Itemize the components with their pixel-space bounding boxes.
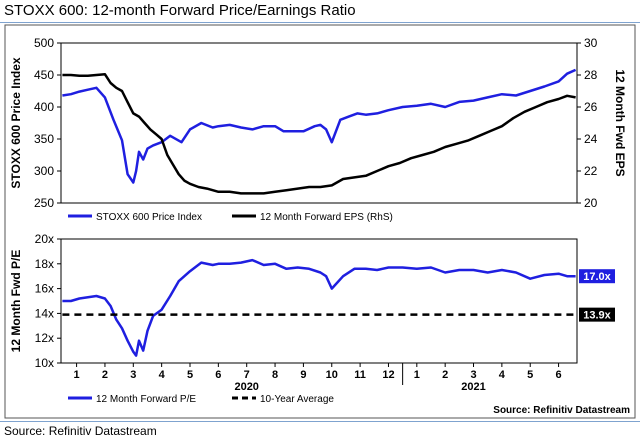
x-tick-label: 2 xyxy=(442,369,448,381)
page-title: STOXX 600: 12-month Forward Price/Earnin… xyxy=(4,2,356,19)
pe-tick-label: 20x xyxy=(35,232,54,246)
pe-axis-label: 12 Month Fwd P/E xyxy=(9,250,23,353)
left-tick-label: 400 xyxy=(34,100,54,114)
footer-source: Source: Refinitiv Datastream xyxy=(4,424,157,438)
top-series-group xyxy=(62,68,577,195)
end-label-text: 13.9x xyxy=(583,310,611,322)
chart-frame xyxy=(4,24,636,419)
bottom-legend: 12 Month Forward P/E 10-Year Average xyxy=(68,394,334,405)
year-label: 2020 xyxy=(234,381,258,393)
end-label-text: 17.0x xyxy=(583,271,611,283)
right-tick-label: 24 xyxy=(584,132,598,146)
bottom-series-group xyxy=(62,258,576,357)
pe-tick-label: 10x xyxy=(35,356,54,370)
x-tick-label: 5 xyxy=(187,369,193,381)
right-tick-label: 30 xyxy=(584,36,598,50)
price-index-axis-label: STOXX 600 Price Index xyxy=(9,57,23,189)
left-tick-label: 300 xyxy=(34,164,54,178)
legend-label-price: STOXX 600 Price Index xyxy=(96,212,202,223)
left-tick-label: 350 xyxy=(34,132,54,146)
pe-tick-label: 18x xyxy=(35,257,54,271)
price-index-series-line xyxy=(62,68,577,184)
top-plot-area xyxy=(60,42,578,204)
chart-source: Source: Refinitiv Datastream xyxy=(493,405,630,416)
left-tick-label: 450 xyxy=(34,68,54,82)
right-tick-label: 26 xyxy=(584,100,598,114)
bottom-left-axis: 10x 12x 14x 16x 18x 20x xyxy=(35,232,61,370)
x-tick-label: 4 xyxy=(499,369,506,381)
top-legend: STOXX 600 Price Index 12 Month Forward E… xyxy=(68,212,393,223)
eps-axis-label: 12 Month Fwd EPS xyxy=(613,69,627,176)
title-divider xyxy=(0,22,640,23)
left-tick-label: 250 xyxy=(34,196,54,210)
x-tick-label: 5 xyxy=(527,369,533,381)
left-tick-label: 500 xyxy=(34,36,54,50)
legend-label-eps: 12 Month Forward EPS (RhS) xyxy=(260,212,393,223)
legend-label-average: 10-Year Average xyxy=(260,394,334,405)
forward-pe-series-line xyxy=(62,258,576,357)
footer-divider xyxy=(0,421,640,422)
top-right-axis: 20 22 24 26 28 30 xyxy=(577,36,598,210)
x-tick-label: 6 xyxy=(556,369,562,381)
bottom-plot-area xyxy=(60,238,578,364)
x-tick-label: 12 xyxy=(382,369,394,381)
x-tick-label: 7 xyxy=(244,369,250,381)
x-tick-label: 6 xyxy=(215,369,221,381)
right-tick-label: 28 xyxy=(584,68,598,82)
x-tick-label: 2 xyxy=(102,369,108,381)
year-label: 2021 xyxy=(461,381,485,393)
end-labels: 17.0x 13.9x xyxy=(579,269,615,322)
x-tick-label: 4 xyxy=(159,369,166,381)
top-left-axis: 250 300 350 400 450 500 xyxy=(34,36,61,210)
x-tick-label: 9 xyxy=(300,369,306,381)
x-tick-label: 10 xyxy=(326,369,338,381)
pe-tick-label: 16x xyxy=(35,282,54,296)
pe-tick-label: 14x xyxy=(35,306,54,320)
end-label-box xyxy=(579,307,615,322)
x-tick-label: 3 xyxy=(130,369,136,381)
right-tick-label: 20 xyxy=(584,196,598,210)
eps-series-line xyxy=(62,72,576,195)
x-tick-label: 1 xyxy=(74,369,80,381)
x-tick-label: 1 xyxy=(414,369,420,381)
right-tick-label: 22 xyxy=(584,164,598,178)
x-tick-label: 3 xyxy=(470,369,476,381)
end-label-box xyxy=(579,269,615,284)
legend-label-pe: 12 Month Forward P/E xyxy=(96,394,196,405)
pe-tick-label: 12x xyxy=(35,331,54,345)
x-tick-label: 11 xyxy=(354,369,366,381)
x-tick-label: 8 xyxy=(272,369,278,381)
